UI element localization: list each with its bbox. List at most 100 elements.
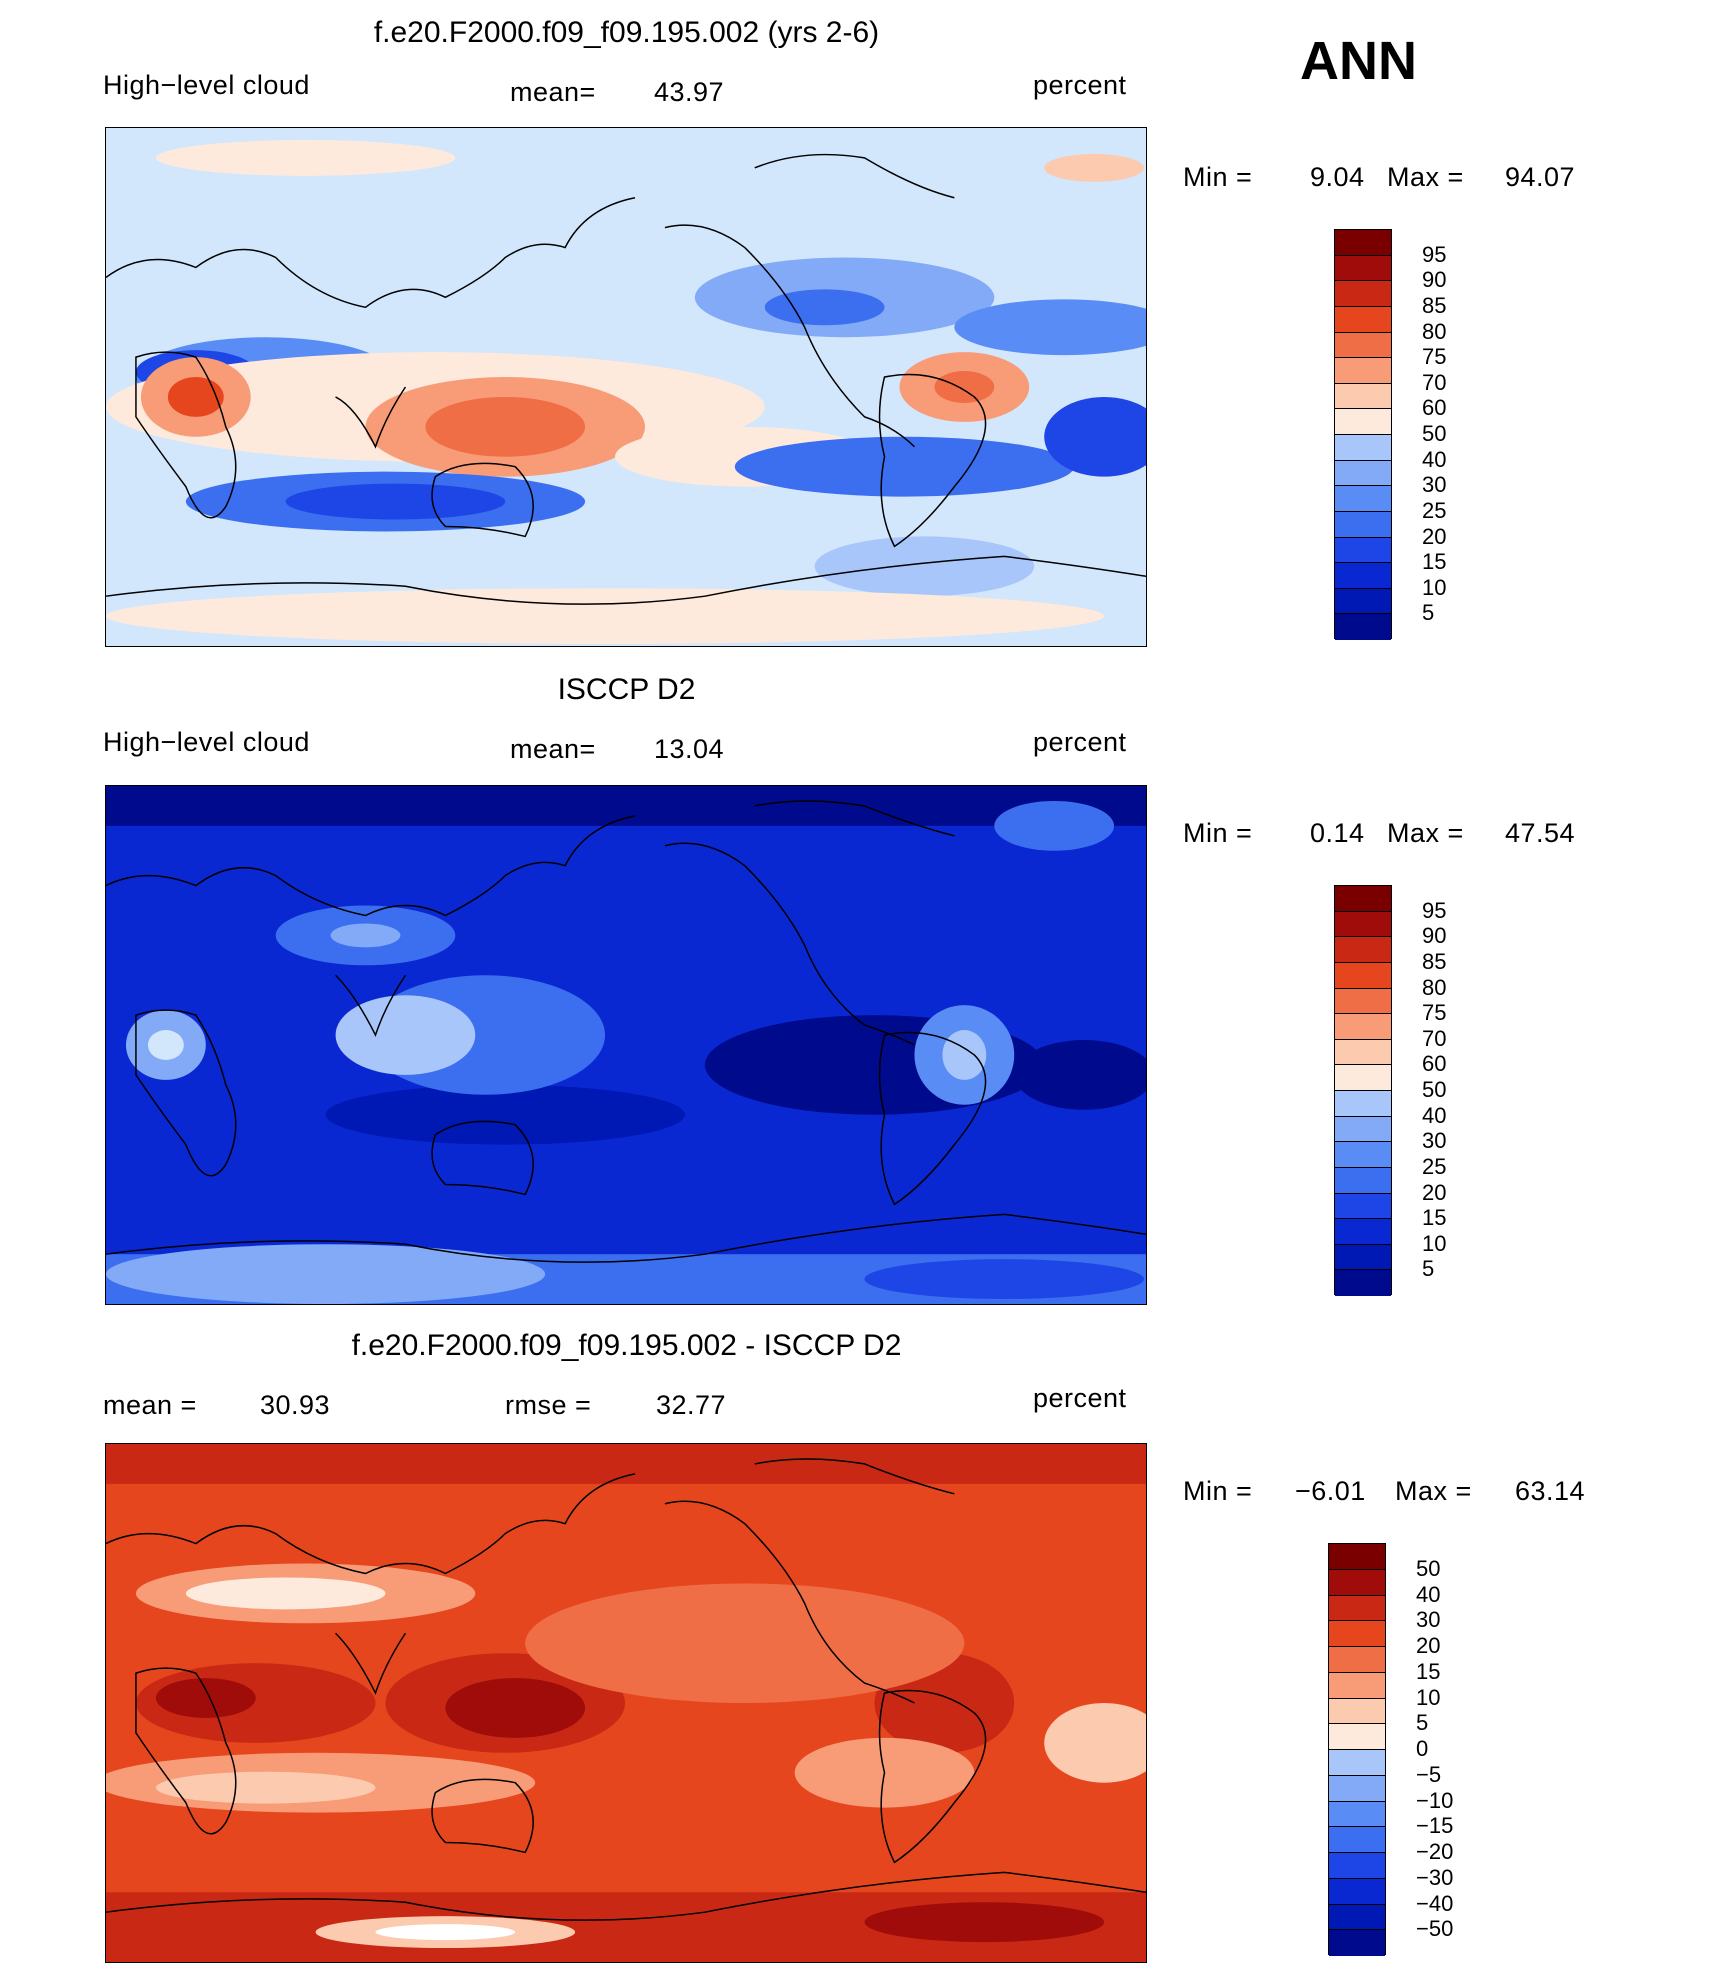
colorbar-swatch [1335,563,1391,589]
panel-2-map [105,785,1147,1305]
colorbar-swatch [1329,1621,1385,1647]
panel-3-mean-label: mean = [103,1390,197,1420]
colorbar-swatch [1329,1930,1385,1956]
colorbar-tick-label: 75 [1422,344,1447,370]
colorbar-tick-label: 5 [1416,1710,1429,1736]
colorbar-tick-label: 40 [1416,1581,1441,1607]
colorbar-swatch [1335,962,1391,989]
panel-1-title: f.e20.F2000.f09_f09.195.002 (yrs 2-6) [373,16,880,49]
panel-2-variable-label: High−level cloud [103,727,310,757]
panel-2-mean-value: 13.04 [654,734,725,764]
colorbar-tick-label: 50 [1422,421,1447,446]
colorbar-tick-label: −10 [1416,1787,1454,1813]
colorbar-swatch [1329,1698,1385,1725]
panel-1-variable-label: High−level cloud [103,70,310,100]
colorbar-tick-label: 15 [1422,1205,1447,1231]
colorbar-tick-label: 60 [1422,395,1447,421]
colorbar-tick-label: 50 [1416,1555,1441,1581]
panel-1-colorbar [1334,229,1392,640]
colorbar-tick-label: 80 [1422,974,1447,1000]
panel-3-min-label: Min = [1183,1476,1253,1506]
colorbar-tick-label: 15 [1422,549,1447,575]
panel-3-rmse-value: 32.77 [656,1390,727,1420]
colorbar-tick-label: 5 [1422,1256,1435,1282]
colorbar-tick-label: 10 [1422,1230,1447,1256]
colorbar-tick-label: 60 [1422,1051,1447,1077]
colorbar-tick-label: 90 [1422,267,1447,293]
colorbar-swatch [1335,614,1391,640]
colorbar-tick-label: −15 [1416,1813,1454,1839]
colorbar-tick-label: 90 [1422,923,1447,949]
colorbar-swatch [1329,1904,1385,1931]
colorbar-swatch [1335,1270,1391,1296]
colorbar-tick-label: 70 [1422,1025,1447,1051]
colorbar-tick-label: 0 [1416,1736,1429,1761]
panel-3-map [105,1443,1147,1963]
colorbar-swatch [1329,1853,1385,1879]
panel-2-mean-label: mean= [510,734,596,764]
colorbar-tick-label: −50 [1416,1916,1454,1942]
colorbar-swatch [1335,306,1391,333]
colorbar-swatch [1335,409,1391,435]
colorbar-tick-label: 40 [1422,1102,1447,1128]
colorbar-swatch [1329,1750,1385,1776]
colorbar-swatch [1335,1116,1391,1143]
colorbar-swatch [1335,1219,1391,1245]
colorbar-tick-label: 95 [1422,241,1447,267]
colorbar-swatch [1335,1091,1391,1117]
panel-3-rmse-label: rmse = [505,1390,592,1420]
panel-3-units: percent [1033,1383,1127,1413]
colorbar-tick-label: 20 [1422,1179,1447,1205]
colorbar-swatch [1335,1014,1391,1040]
colorbar-tick-label: 70 [1422,369,1447,395]
colorbar-tick-label: 5 [1422,600,1435,626]
colorbar-swatch [1335,937,1391,963]
colorbar-tick-label: 30 [1422,1128,1447,1154]
colorbar-tick-label: 75 [1422,1000,1447,1026]
colorbar-swatch [1335,460,1391,487]
colorbar-swatch [1335,1167,1391,1194]
colorbar-tick-label: 30 [1416,1607,1441,1633]
colorbar-swatch [1335,988,1391,1015]
panel-1-units: percent [1033,70,1127,100]
colorbar-swatch [1335,230,1391,256]
panel-3-mean-value: 30.93 [260,1390,331,1420]
colorbar-swatch [1335,1193,1391,1220]
panel-3-max-value: 63.14 [1515,1476,1586,1506]
colorbar-swatch [1329,1595,1385,1622]
colorbar-tick-label: 85 [1422,292,1447,318]
colorbar-tick-label: 80 [1422,318,1447,344]
panel-1-min-label: Min = [1183,162,1253,192]
panel-2-max-value: 47.54 [1505,818,1576,848]
panel-3-max-label: Max = [1395,1476,1472,1506]
colorbar-swatch [1335,358,1391,384]
panel-2-min-label: Min = [1183,818,1253,848]
colorbar-swatch [1329,1569,1385,1596]
colorbar-swatch [1335,537,1391,564]
colorbar-swatch [1335,486,1391,512]
colorbar-tick-label: 50 [1422,1077,1447,1102]
panel-1-mean-label: mean= [510,77,596,107]
panel-2-units: percent [1033,727,1127,757]
colorbar-tick-label: 40 [1422,446,1447,472]
colorbar-swatch [1335,886,1391,912]
colorbar-swatch [1335,383,1391,410]
colorbar-swatch [1335,1065,1391,1091]
panel-1-max-value: 94.07 [1505,162,1576,192]
colorbar-swatch [1329,1544,1385,1570]
colorbar-swatch [1329,1775,1385,1802]
colorbar-tick-label: −5 [1416,1761,1442,1787]
colorbar-tick-label: 20 [1422,523,1447,549]
colorbar-swatch [1335,255,1391,282]
colorbar-tick-label: 25 [1422,1153,1447,1179]
colorbar-swatch [1335,332,1391,359]
panel-1-max-label: Max = [1387,162,1464,192]
panel-2-title: ISCCP D2 [557,673,696,706]
panel-1-map [105,127,1147,647]
colorbar-tick-label: 20 [1416,1633,1441,1658]
season-label: ANN [1300,31,1417,91]
panel-3-colorbar [1328,1543,1386,1956]
colorbar-swatch [1335,511,1391,538]
colorbar-tick-label: −30 [1416,1864,1454,1890]
colorbar-swatch [1335,1142,1391,1168]
